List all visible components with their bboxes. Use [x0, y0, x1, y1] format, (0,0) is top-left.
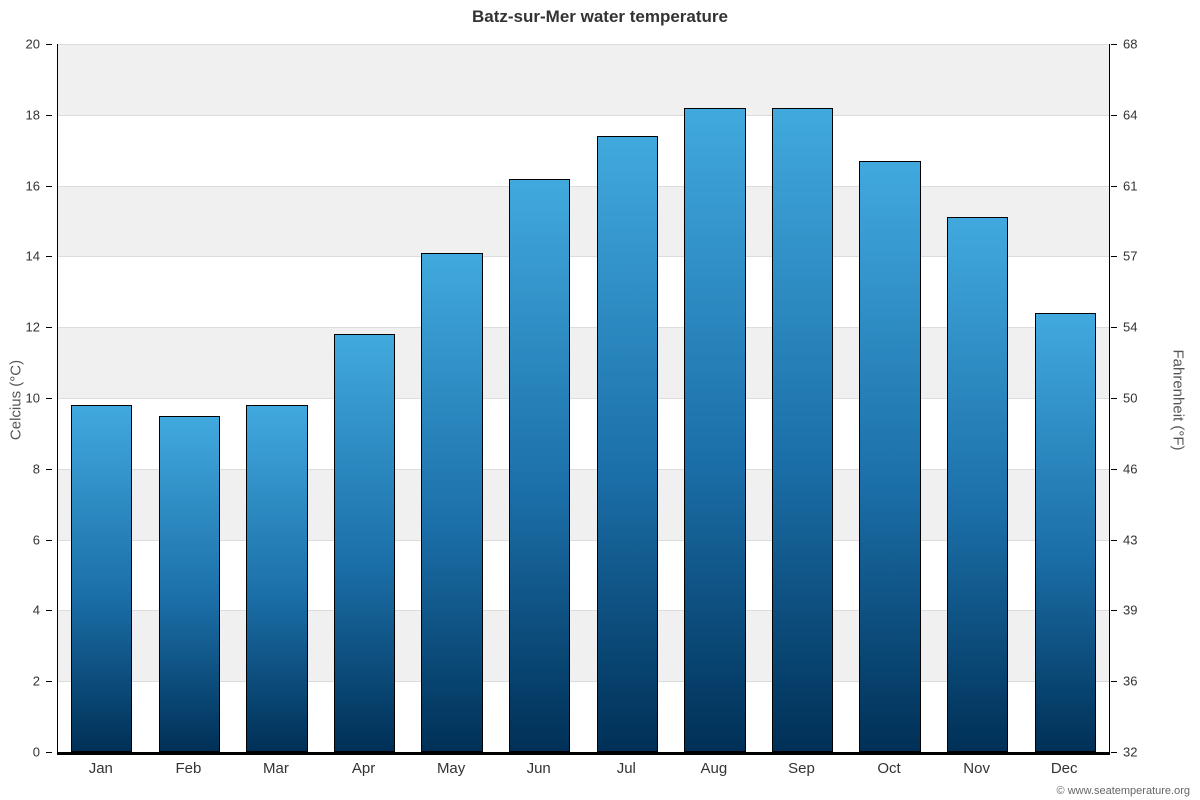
- plot-band: [58, 256, 1109, 328]
- y-tick-label-right: 57: [1123, 248, 1138, 264]
- x-tick-label-aug: Aug: [700, 760, 728, 777]
- gridline: [58, 468, 1109, 470]
- bar-may[interactable]: [421, 252, 483, 752]
- bar-sep[interactable]: [771, 107, 834, 752]
- gridline: [58, 610, 1109, 612]
- y-tick-mark-left: [46, 610, 52, 612]
- gridline: [58, 398, 1109, 399]
- y-tick-label-right: 46: [1123, 461, 1138, 477]
- plot-band: [58, 539, 1109, 611]
- plot-band: [58, 610, 1109, 682]
- bar-jan[interactable]: [71, 405, 133, 752]
- y-tick-label-left: 4: [32, 602, 40, 618]
- x-tick-label-apr: Apr: [351, 760, 376, 777]
- bar-jul[interactable]: [596, 136, 658, 752]
- gridline: [58, 539, 1109, 541]
- chart-title: Batz-sur-Mer water temperature: [471, 7, 728, 26]
- y-tick-label-left: 20: [25, 36, 40, 52]
- y-tick-label-left: 10: [25, 390, 40, 406]
- y-tick-mark-left: [46, 327, 52, 329]
- bar-dec[interactable]: [1034, 313, 1096, 752]
- bar-feb[interactable]: [158, 415, 221, 752]
- x-tick-label-oct: Oct: [877, 760, 901, 777]
- y-tick-label-right: 64: [1123, 107, 1138, 123]
- y-tick-mark-right: [1111, 327, 1117, 329]
- y-tick-mark-right: [1111, 539, 1117, 541]
- plot-band: [58, 681, 1109, 752]
- plot-band: [58, 327, 1109, 398]
- y-tick-mark-left: [46, 256, 52, 258]
- plot-band: [58, 185, 1109, 257]
- plot-band: [58, 398, 1109, 469]
- gridline: [58, 185, 1109, 187]
- plot-area: [57, 44, 1110, 755]
- bar-nov[interactable]: [946, 217, 1009, 752]
- y-tick-label-right: 54: [1123, 319, 1138, 335]
- y-axis-left-labels: 0 2 4 6 8 10 12 14 16 18 20: [0, 37, 52, 760]
- bar-mar[interactable]: [246, 405, 308, 752]
- x-tick-label-jun: Jun: [526, 760, 551, 777]
- gridline: [58, 256, 1109, 258]
- bar-jun[interactable]: [509, 178, 571, 752]
- y-tick-mark-left: [46, 398, 52, 399]
- y-tick-label-right: 50: [1123, 390, 1138, 406]
- copyright-text: © www.seatemperature.org: [1056, 785, 1190, 797]
- y-tick-mark-left: [46, 114, 52, 116]
- x-axis-labels: Jan Feb Mar Apr May Jun Jul Aug Sep Oct Nov Dec: [57, 760, 1110, 784]
- y-tick-label-left: 2: [32, 673, 40, 689]
- y-tick-mark-right: [1111, 398, 1117, 399]
- y-tick-mark-right: [1111, 610, 1117, 612]
- gridline: [58, 44, 1109, 45]
- plot-band: [58, 44, 1109, 115]
- y-tick-label-left: 12: [25, 319, 40, 335]
- gridline: [58, 114, 1109, 116]
- y-tick-mark-right: [1111, 185, 1117, 187]
- x-tick-label-jul: Jul: [616, 760, 636, 777]
- x-tick-label-sep: Sep: [788, 760, 815, 777]
- x-tick-label-mar: Mar: [263, 760, 289, 777]
- bar-apr[interactable]: [333, 334, 396, 752]
- y-tick-label-right: 68: [1123, 36, 1138, 52]
- y-tick-mark-right: [1111, 256, 1117, 258]
- y-tick-label-left: 8: [32, 461, 40, 477]
- y-tick-mark-left: [46, 752, 52, 753]
- y-tick-label-right: 61: [1123, 178, 1138, 194]
- y-tick-label-right: 32: [1123, 744, 1138, 760]
- plot-band: [58, 468, 1109, 540]
- x-tick-label-may: May: [436, 760, 466, 777]
- y-tick-mark-right: [1111, 114, 1117, 116]
- y-tick-mark-right: [1111, 468, 1117, 470]
- y-tick-label-left: 16: [25, 178, 40, 194]
- x-tick-label-dec: Dec: [1050, 760, 1078, 777]
- gridline: [58, 681, 1109, 683]
- y-tick-mark-right: [1111, 44, 1117, 45]
- gridline: [58, 327, 1109, 329]
- y-tick-mark-left: [46, 185, 52, 187]
- y-tick-label-right: 39: [1123, 602, 1138, 618]
- y-tick-mark-left: [46, 468, 52, 470]
- y-tick-label-right: 36: [1123, 673, 1138, 689]
- bar-aug[interactable]: [684, 107, 746, 752]
- y-tick-mark-left: [46, 681, 52, 683]
- y-tick-label-left: 18: [25, 107, 40, 123]
- plot-band: [58, 114, 1109, 186]
- y-tick-label-right: 43: [1123, 532, 1138, 548]
- y-tick-mark-left: [46, 539, 52, 541]
- y-tick-label-left: 6: [32, 532, 40, 548]
- y-tick-mark-right: [1111, 752, 1117, 753]
- x-tick-label-nov: Nov: [963, 760, 990, 777]
- y-tick-mark-left: [46, 44, 52, 45]
- x-tick-label-jan: Jan: [88, 760, 113, 777]
- x-tick-label-feb: Feb: [175, 760, 202, 777]
- y-tick-mark-right: [1111, 681, 1117, 683]
- bar-oct[interactable]: [859, 160, 921, 752]
- y-tick-label-left: 14: [25, 248, 40, 264]
- y-tick-label-left: 0: [32, 744, 40, 760]
- y-axis-right-labels: 32 36 39 43 46 50 54 57 61 64 68: [1111, 37, 1173, 760]
